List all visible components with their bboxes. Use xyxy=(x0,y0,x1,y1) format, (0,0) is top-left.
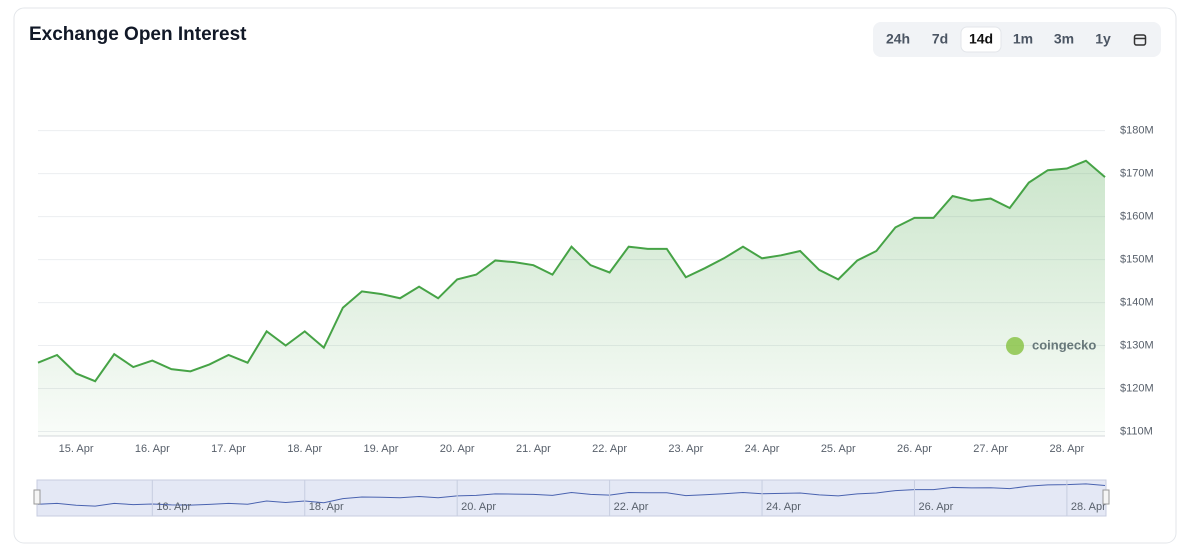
calendar-icon[interactable] xyxy=(1133,34,1147,46)
navigator-label: 28. Apr xyxy=(1071,501,1106,513)
x-tick-label: 24. Apr xyxy=(745,443,780,455)
x-tick-label: 19. Apr xyxy=(364,443,399,455)
x-tick-label: 16. Apr xyxy=(135,443,170,455)
range-button-active[interactable] xyxy=(960,26,1002,53)
y-tick-label: $140M xyxy=(1120,296,1154,308)
range-button[interactable]: 14d xyxy=(969,31,993,47)
navigator-label: 26. Apr xyxy=(918,501,953,513)
x-tick-label: 26. Apr xyxy=(897,443,932,455)
x-tick-label: 22. Apr xyxy=(592,443,627,455)
range-button[interactable]: 1m xyxy=(1013,31,1033,47)
y-tick-label: $150M xyxy=(1120,254,1154,266)
y-tick-label: $130M xyxy=(1120,339,1154,351)
y-tick-label: $120M xyxy=(1120,382,1154,394)
navigator-handle[interactable] xyxy=(1102,489,1110,505)
area xyxy=(38,160,1105,437)
chart-title: Exchange Open Interest xyxy=(29,24,247,45)
navigator-label: 16. Apr xyxy=(156,501,191,513)
x-tick-label: 28. Apr xyxy=(1049,443,1084,455)
navigator-line xyxy=(37,483,1106,507)
x-tick-label: 15. Apr xyxy=(59,443,94,455)
range-button[interactable]: 3m xyxy=(1054,31,1074,47)
navigator-label: 22. Apr xyxy=(614,501,649,513)
range-group xyxy=(873,22,1161,57)
range-button[interactable]: 24h xyxy=(886,31,910,47)
y-tick-label: $160M xyxy=(1120,211,1154,223)
x-tick-label: 18. Apr xyxy=(287,443,322,455)
navigator-label: 24. Apr xyxy=(766,501,801,513)
range-button[interactable]: 1y xyxy=(1095,31,1111,47)
x-tick-label: 21. Apr xyxy=(516,443,551,455)
y-tick-label: $170M xyxy=(1120,168,1154,180)
range-button[interactable]: 7d xyxy=(932,31,948,47)
y-tick-label: $180M xyxy=(1120,125,1154,137)
x-tick-label: 25. Apr xyxy=(821,443,856,455)
y-tick-label: $110M xyxy=(1120,425,1153,437)
x-tick-label: 17. Apr xyxy=(211,443,246,455)
navigator-label: 20. Apr xyxy=(461,501,496,513)
navigator-label: 18. Apr xyxy=(309,501,344,513)
x-tick-label: 20. Apr xyxy=(440,443,475,455)
navigator-handle[interactable] xyxy=(33,489,41,505)
x-tick-label: 27. Apr xyxy=(973,443,1008,455)
x-tick-label: 23. Apr xyxy=(668,443,703,455)
line xyxy=(37,159,1106,383)
